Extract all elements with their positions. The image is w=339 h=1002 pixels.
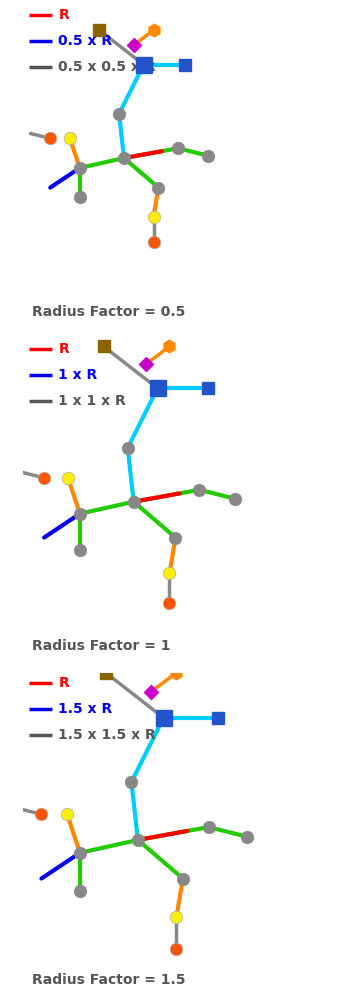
- Text: Radius Factor = 1: Radius Factor = 1: [32, 639, 171, 653]
- Text: 1 x R: 1 x R: [58, 368, 98, 382]
- Text: R: R: [58, 8, 69, 22]
- Text: 1 x 1 x R: 1 x 1 x R: [58, 394, 126, 408]
- Text: 1.5 x R: 1.5 x R: [58, 701, 113, 715]
- Text: Radius Factor = 1.5: Radius Factor = 1.5: [32, 973, 185, 987]
- Text: 0.5 x 0.5 x R: 0.5 x 0.5 x R: [58, 59, 156, 73]
- Text: 0.5 x R: 0.5 x R: [58, 34, 113, 48]
- Text: Radius Factor = 0.5: Radius Factor = 0.5: [32, 306, 185, 320]
- Text: R: R: [58, 675, 69, 689]
- Text: 1.5 x 1.5 x R: 1.5 x 1.5 x R: [58, 727, 156, 741]
- Text: R: R: [58, 342, 69, 356]
